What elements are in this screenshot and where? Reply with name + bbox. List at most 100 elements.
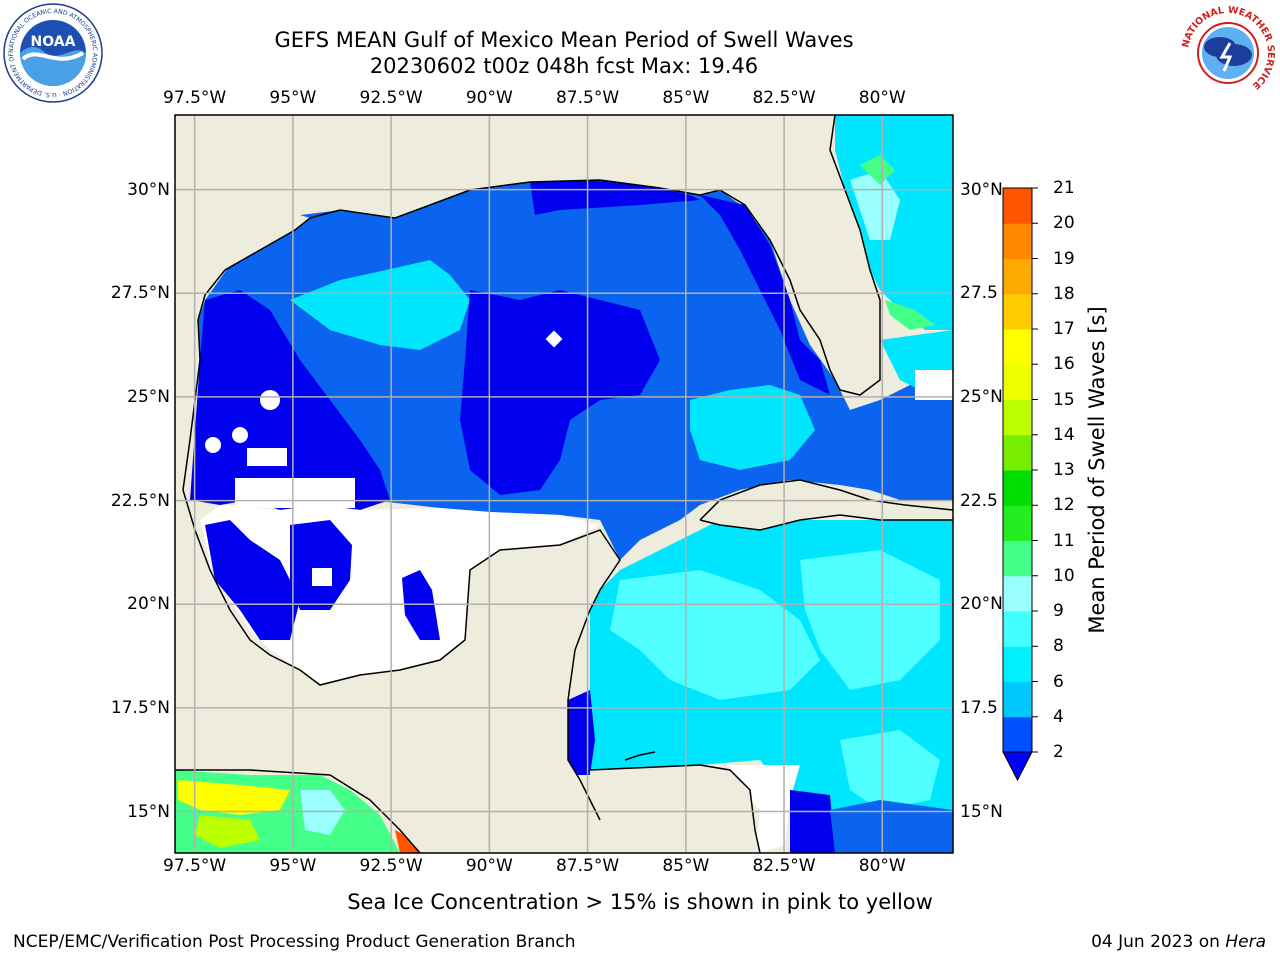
colorbar-tick-label: 14 bbox=[1053, 424, 1075, 445]
lon-tick-label: 92.5°W bbox=[359, 856, 423, 876]
atlantic-green-2 bbox=[885, 300, 935, 330]
lon-tick-label: 90°W bbox=[465, 856, 513, 876]
lon-tick-label: 95°W bbox=[269, 856, 317, 876]
colorbar-segment bbox=[1003, 329, 1032, 365]
lon-tick-label: 85°W bbox=[662, 856, 710, 876]
gulf-dark-north bbox=[530, 180, 700, 215]
footer-host: Hera bbox=[1225, 932, 1266, 952]
colorbar-segment bbox=[1003, 681, 1032, 718]
caribbean-light-3 bbox=[840, 730, 940, 810]
colorbar-tick-label: 2 bbox=[1053, 742, 1064, 762]
pacific-yellow bbox=[178, 780, 290, 815]
land-honduras bbox=[560, 765, 760, 853]
white-patch bbox=[915, 370, 953, 400]
colorbar-tick-label: 11 bbox=[1053, 530, 1075, 551]
colorbar-segment bbox=[1003, 258, 1032, 295]
lon-tick-label: 90°W bbox=[465, 88, 513, 108]
map-frame bbox=[174, 114, 954, 854]
white-patch bbox=[545, 330, 563, 348]
colorbar-segment bbox=[1003, 611, 1032, 647]
coastlines bbox=[175, 115, 953, 853]
colorbar-segment bbox=[1003, 470, 1032, 506]
white-patch bbox=[260, 390, 280, 410]
lon-tick-label: 97.5°W bbox=[163, 856, 227, 876]
colorbar-segment bbox=[1003, 223, 1032, 259]
caribbean-light-2 bbox=[800, 550, 940, 690]
white-patch bbox=[235, 478, 355, 508]
colorbar-segment bbox=[1003, 399, 1032, 436]
caribbean-mid-south bbox=[830, 800, 953, 853]
colorbar-tick-label: 17 bbox=[1053, 319, 1075, 339]
lat-tick-label: 20°N bbox=[127, 594, 170, 615]
lon-tick-label: 87.5°W bbox=[555, 856, 620, 876]
gulf-dark-center bbox=[460, 290, 660, 495]
nws-logo: NATIONAL WEATHER SERVICE bbox=[1178, 3, 1278, 103]
caribbean-light-1 bbox=[610, 570, 820, 700]
colorbar-segment bbox=[1003, 505, 1032, 541]
colorbar-tick-label: 9 bbox=[1053, 601, 1064, 621]
lon-tick-label: 82.5°W bbox=[752, 88, 816, 108]
colorbar bbox=[1002, 187, 1038, 782]
colorbar-segment bbox=[1003, 293, 1032, 330]
lat-tick-label: 20°N bbox=[960, 594, 1003, 615]
gulf-dark-east bbox=[700, 195, 830, 395]
lon-tick-label: 80°W bbox=[858, 856, 906, 876]
colorbar-tick-label: 10 bbox=[1053, 565, 1075, 586]
lat-tick-label: 25°N bbox=[127, 386, 170, 407]
sea-ice-note: Sea Ice Concentration > 15% is shown in … bbox=[347, 890, 933, 914]
pacific-lime bbox=[195, 815, 260, 848]
caribbean-dark-yucatan bbox=[568, 690, 595, 775]
bay-dark-blob-1 bbox=[290, 520, 352, 610]
gridlines bbox=[175, 115, 953, 853]
colorbar-segment bbox=[1003, 434, 1032, 471]
lat-tick-label: 30°N bbox=[960, 179, 1003, 200]
colorbar-tick-label: 21 bbox=[1053, 178, 1075, 198]
colorbar-segment bbox=[1003, 188, 1032, 224]
lat-tick-label: 15°N bbox=[127, 801, 170, 822]
atlantic-cyan-light bbox=[850, 170, 900, 240]
colorbar-segment bbox=[1003, 646, 1032, 682]
bay-campeche-dark bbox=[205, 520, 300, 640]
lat-tick-label: 17.5°N bbox=[110, 697, 170, 718]
colorbar-tick-label: 13 bbox=[1053, 460, 1075, 480]
land-mexico bbox=[175, 115, 620, 853]
lat-tick-label: 27.5 bbox=[960, 283, 998, 304]
lat-tick-label: 22.5 bbox=[960, 490, 998, 511]
pacific-orange bbox=[395, 830, 420, 853]
white-patch bbox=[312, 568, 332, 586]
gulf-light-tongue bbox=[290, 260, 470, 350]
gulf-dark-west bbox=[190, 290, 390, 510]
lat-tick-label: 22.5°N bbox=[110, 490, 170, 511]
colorbar-tick-label: 16 bbox=[1053, 354, 1075, 375]
footer-credit: NCEP/EMC/Verification Post Processing Pr… bbox=[13, 932, 576, 952]
land-cuba bbox=[700, 480, 953, 530]
colorbar-extend-triangle bbox=[1002, 751, 1033, 782]
pacific-light bbox=[300, 790, 345, 835]
noaa-logo: NATIONAL OCEANIC AND ATMOSPHERIC ADMINIS… bbox=[0, 0, 103, 103]
colorbar-tick-label: 6 bbox=[1053, 671, 1064, 692]
colorbar-tick-label: 8 bbox=[1053, 636, 1064, 657]
lat-tick-label: 17.5 bbox=[960, 697, 998, 718]
colorbar-tick-label: 18 bbox=[1053, 283, 1075, 304]
colorbar-segment bbox=[1003, 364, 1032, 400]
lat-tick-label: 27.5°N bbox=[110, 283, 170, 304]
bay-dark-blob-2 bbox=[402, 570, 440, 640]
white-patch bbox=[205, 437, 221, 453]
chart-title: GEFS MEAN Gulf of Mexico Mean Period of … bbox=[274, 28, 854, 52]
colorbar-tick-label: 15 bbox=[1053, 389, 1075, 410]
atlantic-green bbox=[860, 155, 895, 185]
colorbar-segment bbox=[1003, 575, 1032, 612]
colorbar-segment bbox=[1003, 716, 1032, 753]
lat-tick-label: 15°N bbox=[960, 801, 1003, 822]
colorbar-tick-label: 12 bbox=[1053, 495, 1075, 516]
lat-tick-label: 25°N bbox=[960, 386, 1003, 407]
colorbar-tick-label: 20 bbox=[1053, 213, 1075, 234]
lon-tick-label: 80°W bbox=[858, 88, 906, 108]
lon-tick-label: 97.5°W bbox=[163, 88, 227, 108]
lon-tick-label: 82.5°W bbox=[752, 856, 816, 876]
colorbar-segment bbox=[1003, 540, 1032, 577]
lon-tick-label: 85°W bbox=[662, 88, 710, 108]
lon-tick-label: 95°W bbox=[269, 88, 317, 108]
lon-tick-label: 87.5°W bbox=[555, 88, 620, 108]
